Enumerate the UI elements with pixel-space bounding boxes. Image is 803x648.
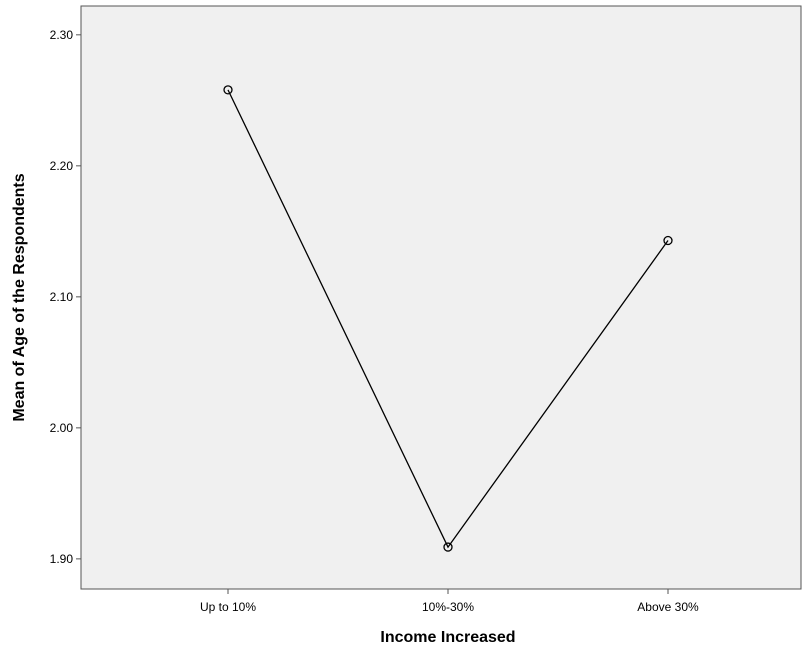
data-markers — [223, 85, 673, 552]
x-axis: Up to 10% 10%-30% Above 30% — [200, 589, 699, 614]
x-tick-label: Above 30% — [637, 600, 699, 614]
y-tick-label: 1.90 — [50, 552, 74, 566]
data-point-marker — [223, 85, 233, 95]
series-line — [227, 89, 669, 549]
y-tick-label: 2.10 — [50, 290, 74, 304]
y-tick-label: 2.00 — [50, 421, 74, 435]
y-tick-label: 2.30 — [50, 28, 74, 42]
y-axis: 1.90 2.00 2.10 2.20 2.30 — [50, 28, 81, 566]
data-point-marker — [663, 235, 673, 246]
y-tick-label: 2.20 — [50, 159, 74, 173]
x-tick-label: Up to 10% — [200, 600, 256, 614]
x-axis-title: Income Increased — [380, 629, 515, 646]
data-point-marker — [443, 542, 453, 552]
y-axis-title: Mean of Age of the Respondents — [11, 173, 28, 421]
plot-area — [80, 5, 802, 590]
x-tick-label: 10%-30% — [422, 600, 474, 614]
